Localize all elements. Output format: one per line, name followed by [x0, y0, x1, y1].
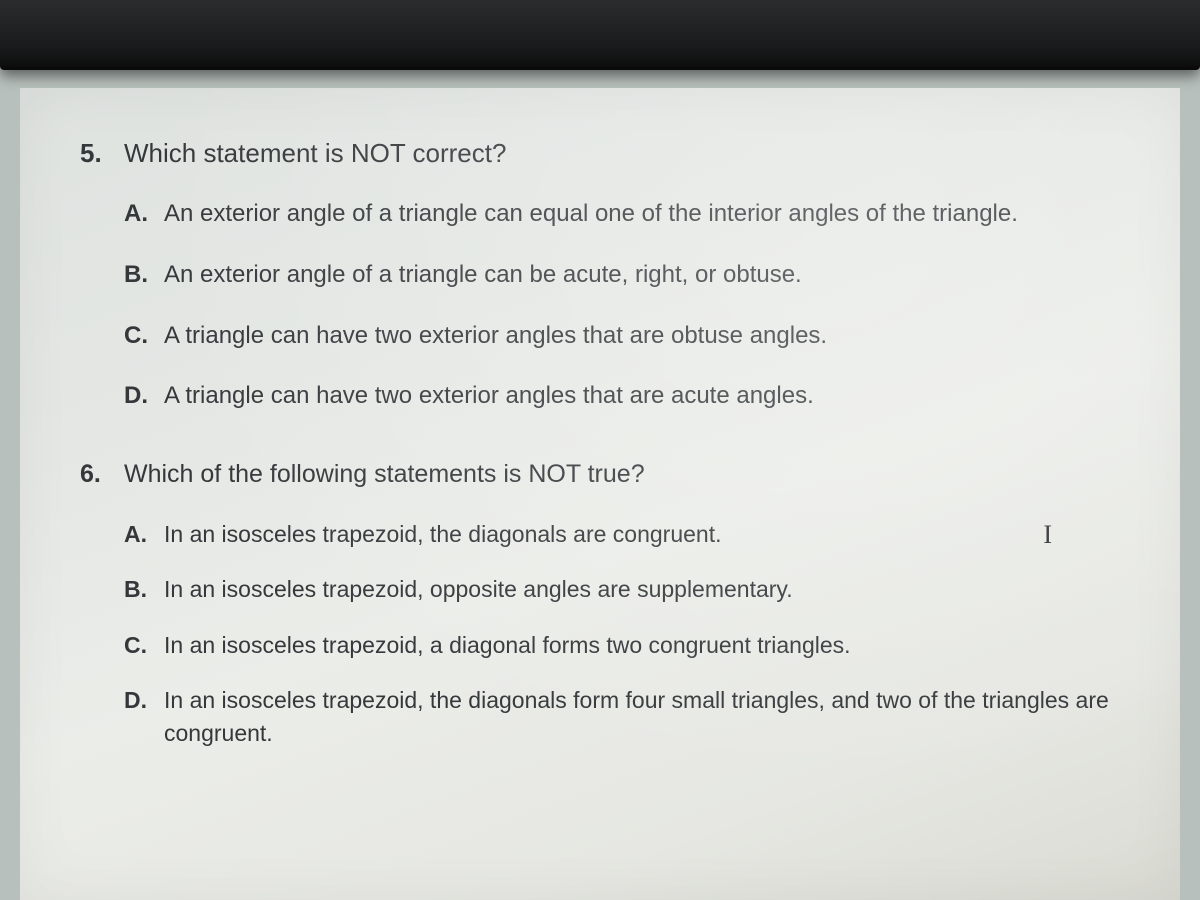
choice-letter: C.	[124, 632, 164, 659]
choice-text: An exterior angle of a triangle can be a…	[164, 258, 1132, 293]
choice-letter: D.	[124, 687, 164, 714]
choice-letter: C.	[124, 322, 164, 350]
choice-text: A triangle can have two exterior angles …	[164, 379, 1132, 414]
text-cursor-icon: I	[1043, 520, 1052, 550]
choice-item: C. In an isosceles trapezoid, a diagonal…	[124, 629, 1132, 662]
choice-text: In an isosceles trapezoid, the diagonals…	[164, 518, 1132, 551]
choice-text: A triangle can have two exterior angles …	[164, 319, 1132, 354]
choice-text: In an isosceles trapezoid, the diagonals…	[164, 684, 1132, 751]
question-number: 5.	[80, 138, 124, 169]
question-prompt: Which statement is NOT correct?	[124, 136, 506, 171]
choice-text: An exterior angle of a triangle can equa…	[164, 197, 1132, 232]
choice-text: In an isosceles trapezoid, opposite angl…	[164, 573, 1132, 606]
choice-text: In an isosceles trapezoid, a diagonal fo…	[164, 629, 1132, 662]
choice-letter: A.	[124, 521, 164, 548]
question-row: 5. Which statement is NOT correct?	[80, 136, 1132, 171]
choice-letter: B.	[124, 576, 164, 603]
choice-item: A. In an isosceles trapezoid, the diagon…	[124, 518, 1132, 551]
choice-item: D. In an isosceles trapezoid, the diagon…	[124, 684, 1132, 751]
choice-item: D. A triangle can have two exterior angl…	[124, 379, 1132, 414]
window-top-bar	[0, 0, 1200, 70]
choice-item: C. A triangle can have two exterior angl…	[124, 319, 1132, 354]
choice-item: B. An exterior angle of a triangle can b…	[124, 258, 1132, 293]
choice-letter: A.	[124, 200, 164, 228]
question-5: 5. Which statement is NOT correct? A. An…	[80, 136, 1132, 414]
choice-item: B. In an isosceles trapezoid, opposite a…	[124, 573, 1132, 606]
worksheet-page: 5. Which statement is NOT correct? A. An…	[20, 88, 1180, 900]
question-6: 6. Which of the following statements is …	[80, 458, 1132, 750]
choice-list: A. An exterior angle of a triangle can e…	[80, 197, 1132, 414]
question-number: 6.	[80, 460, 124, 489]
choice-letter: B.	[124, 261, 164, 289]
choice-list: A. In an isosceles trapezoid, the diagon…	[80, 518, 1132, 751]
choice-letter: D.	[124, 382, 164, 410]
question-prompt: Which of the following statements is NOT…	[124, 458, 645, 492]
choice-item: A. An exterior angle of a triangle can e…	[124, 197, 1132, 232]
question-row: 6. Which of the following statements is …	[80, 458, 1132, 492]
